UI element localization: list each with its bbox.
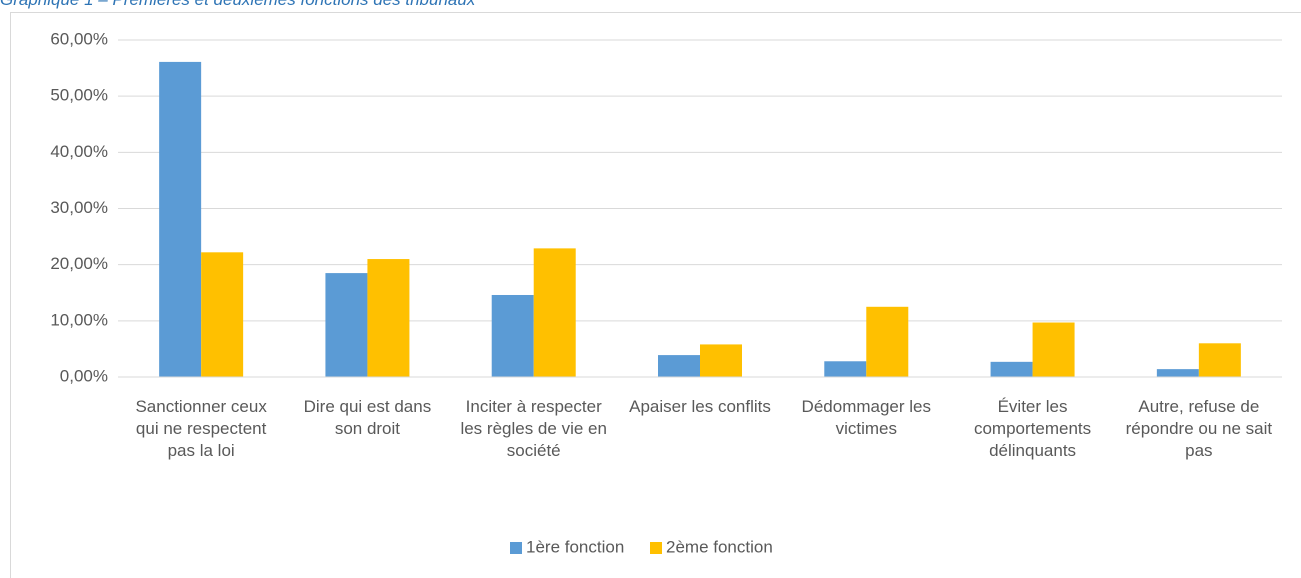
bar [491,294,534,377]
bar [990,361,1033,377]
legend-label: 2ème fonction [666,537,773,556]
legend-swatch [510,542,522,554]
bar [159,61,202,377]
x-tick-label: Dire qui est dans son droit [303,397,432,438]
bar [866,306,909,377]
bar [533,248,576,377]
chart-title: Graphique 1 – Premières et deuxièmes fon… [0,0,475,10]
y-tick-label: 30,00% [50,198,108,217]
bar [1032,322,1075,377]
legend-label: 1ère fonction [526,537,624,556]
y-tick-label: 10,00% [50,310,108,329]
bar [201,252,244,377]
x-tick-label: Autre, refuse de répondre ou ne sait pas [1125,397,1273,460]
x-tick-label: Éviter les comportements délinquants [973,397,1092,460]
x-tick-label: Sanctionner ceux qui ne respectent pas l… [135,397,267,460]
x-tick-label: Apaiser les conflits [629,397,771,416]
legend-swatch [650,542,662,554]
bar [367,259,410,377]
x-tick-label: Inciter à respecter les règles de vie en… [460,397,607,460]
bar [700,344,742,377]
bar [1198,343,1241,377]
bar [1156,369,1199,377]
y-tick-label: 50,00% [50,86,108,105]
y-tick-label: 40,00% [50,142,108,161]
x-tick-label: Dédommager les victimes [801,397,931,438]
y-tick-label: 60,00% [50,29,108,48]
y-tick-label: 20,00% [50,254,108,273]
bar [824,361,867,377]
bar [325,273,368,377]
bar [658,355,700,377]
y-tick-label: 0,00% [60,366,108,385]
